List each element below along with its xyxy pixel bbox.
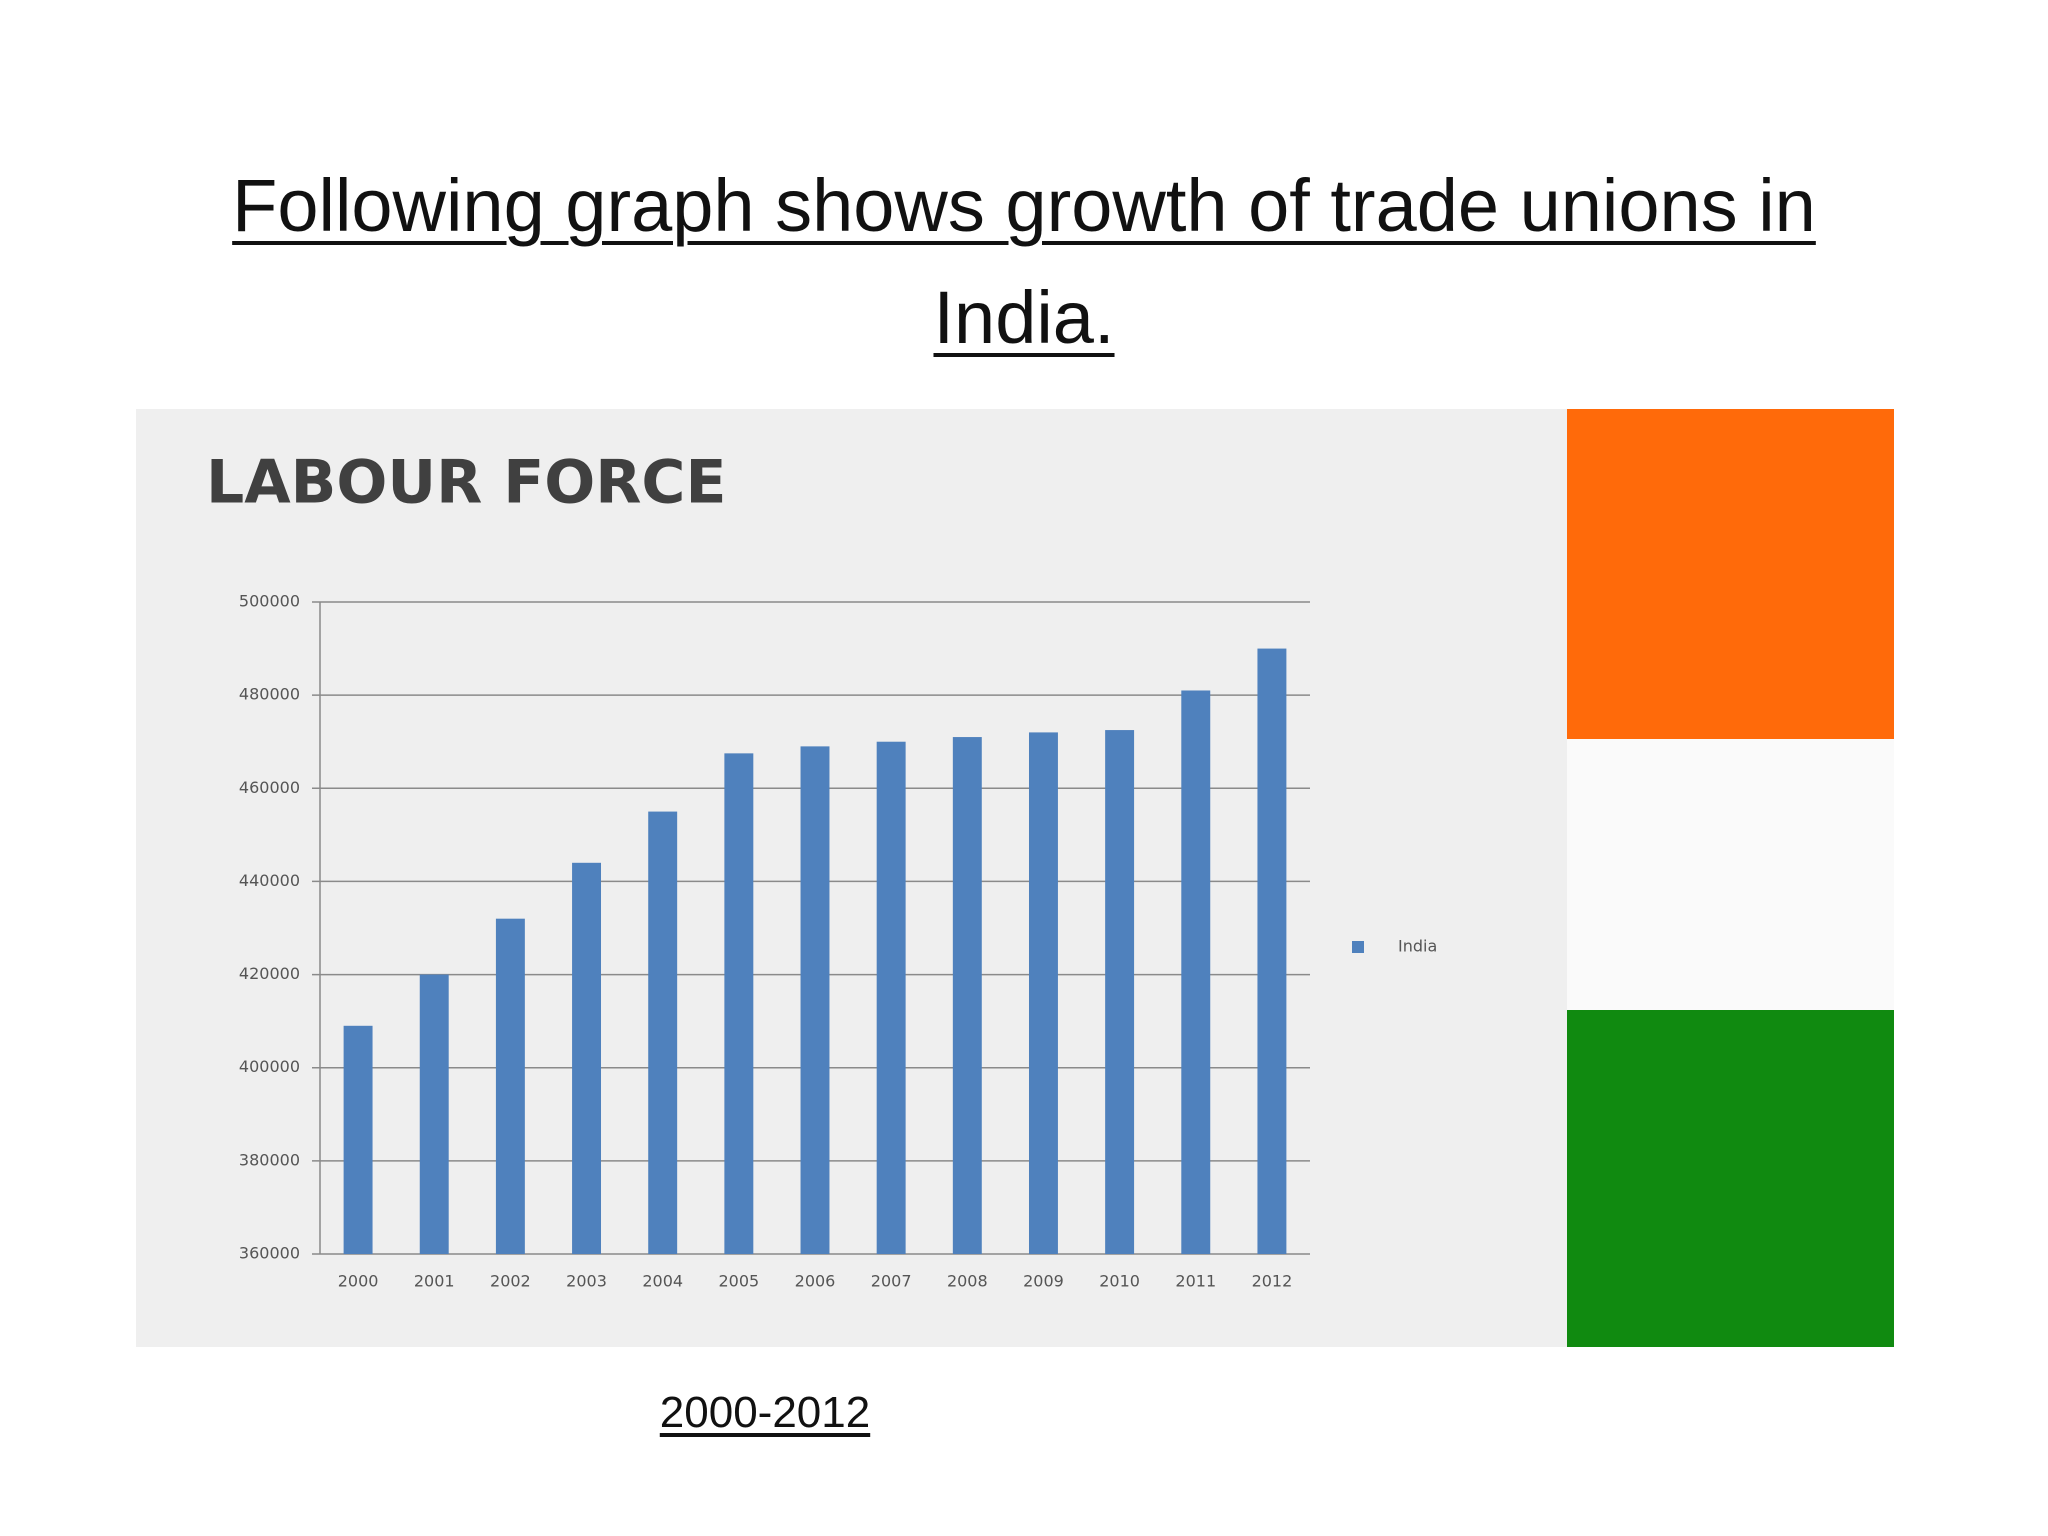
bar (572, 862, 602, 1254)
x-tick-label: 2006 (795, 1272, 836, 1291)
bar (495, 918, 525, 1254)
bar (343, 1025, 373, 1254)
flag-green (1567, 1010, 1894, 1347)
caption: 2000-2012 (659, 1388, 871, 1437)
bar (876, 741, 906, 1254)
bar (1257, 648, 1287, 1254)
x-tick-label: 2010 (1099, 1272, 1140, 1291)
x-tick-label: 2003 (566, 1272, 607, 1291)
y-tick-label: 460000 (239, 778, 300, 797)
bar (1028, 732, 1058, 1254)
bar (419, 974, 449, 1254)
x-tick-label: 2008 (947, 1272, 988, 1291)
bar (724, 753, 754, 1254)
x-tick-label: 2000 (338, 1272, 379, 1291)
x-tick-label: 2002 (490, 1272, 531, 1291)
bar (952, 737, 982, 1254)
x-tick-label: 2007 (871, 1272, 912, 1291)
y-tick-label: 480000 (239, 685, 300, 704)
chart-title: LABOUR FORCE (206, 448, 726, 518)
y-tick-label: 400000 (239, 1057, 300, 1076)
legend-label: India (1398, 937, 1437, 956)
y-tick-label: 440000 (239, 871, 300, 890)
bar (1181, 690, 1211, 1254)
x-tick-label: 2012 (1252, 1272, 1293, 1291)
x-tick-label: 2005 (718, 1272, 759, 1291)
y-tick-label: 380000 (239, 1150, 300, 1169)
legend-marker (1352, 941, 1364, 953)
y-tick-label: 360000 (239, 1244, 300, 1263)
x-tick-label: 2011 (1175, 1272, 1216, 1291)
flag-saffron (1567, 409, 1894, 739)
bar (800, 746, 830, 1254)
y-tick-label: 500000 (239, 592, 300, 611)
x-tick-label: 2001 (414, 1272, 455, 1291)
bar (648, 811, 678, 1254)
slide-title: Following graph shows growth of trade un… (232, 164, 1816, 359)
x-tick-label: 2009 (1023, 1272, 1064, 1291)
y-tick-label: 420000 (239, 964, 300, 983)
bar (1105, 730, 1135, 1254)
x-tick-label: 2004 (642, 1272, 683, 1291)
